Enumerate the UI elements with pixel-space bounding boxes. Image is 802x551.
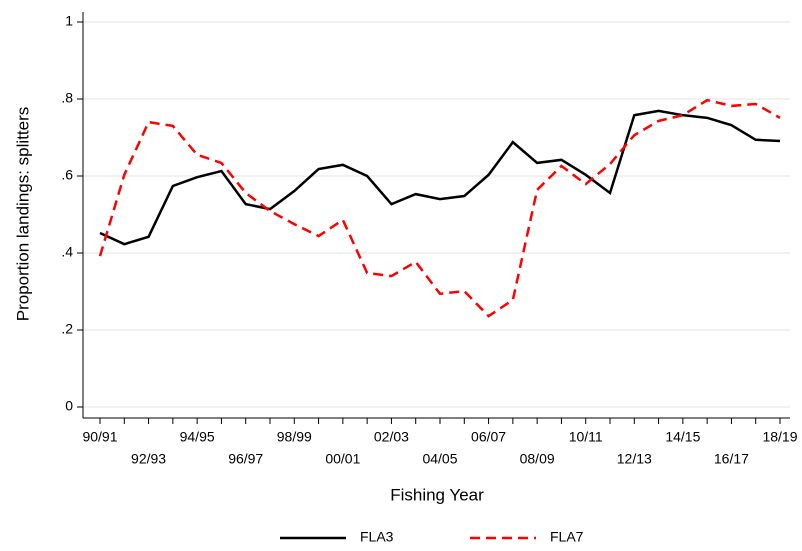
- x-axis-label: Fishing Year: [390, 485, 484, 504]
- y-axis-label: Proportion landings: splitters: [13, 107, 32, 322]
- y-tick-label: 1: [65, 13, 73, 29]
- legend-label: FLA7: [550, 529, 584, 545]
- y-tick-label: .2: [61, 321, 73, 337]
- x-tick-label: 92/93: [131, 451, 166, 467]
- y-tick-label: .4: [61, 244, 73, 260]
- y-tick-label: 0: [65, 398, 73, 414]
- x-tick-label: 94/95: [180, 429, 215, 445]
- x-tick-label: 06/07: [471, 429, 506, 445]
- x-tick-label: 12/13: [617, 451, 652, 467]
- y-tick-label: .8: [61, 90, 73, 106]
- series-line: [99, 109, 781, 246]
- legend-label: FLA3: [360, 529, 394, 545]
- x-tick-label: 08/09: [520, 451, 555, 467]
- x-tick-label: 16/17: [714, 451, 749, 467]
- x-tick-label: 02/03: [374, 429, 409, 445]
- x-tick-label: 14/15: [665, 429, 700, 445]
- x-tick-label: 00/01: [325, 451, 360, 467]
- x-tick-label: 18/19: [762, 429, 797, 445]
- x-tick-label: 10/11: [569, 429, 603, 445]
- series-line: [98, 98, 781, 318]
- x-tick-label: 04/05: [422, 451, 457, 467]
- x-tick-label: 90/91: [82, 429, 117, 445]
- x-tick-label: 96/97: [228, 451, 263, 467]
- x-tick-label: 98/99: [277, 429, 312, 445]
- y-tick-label: .6: [61, 167, 73, 183]
